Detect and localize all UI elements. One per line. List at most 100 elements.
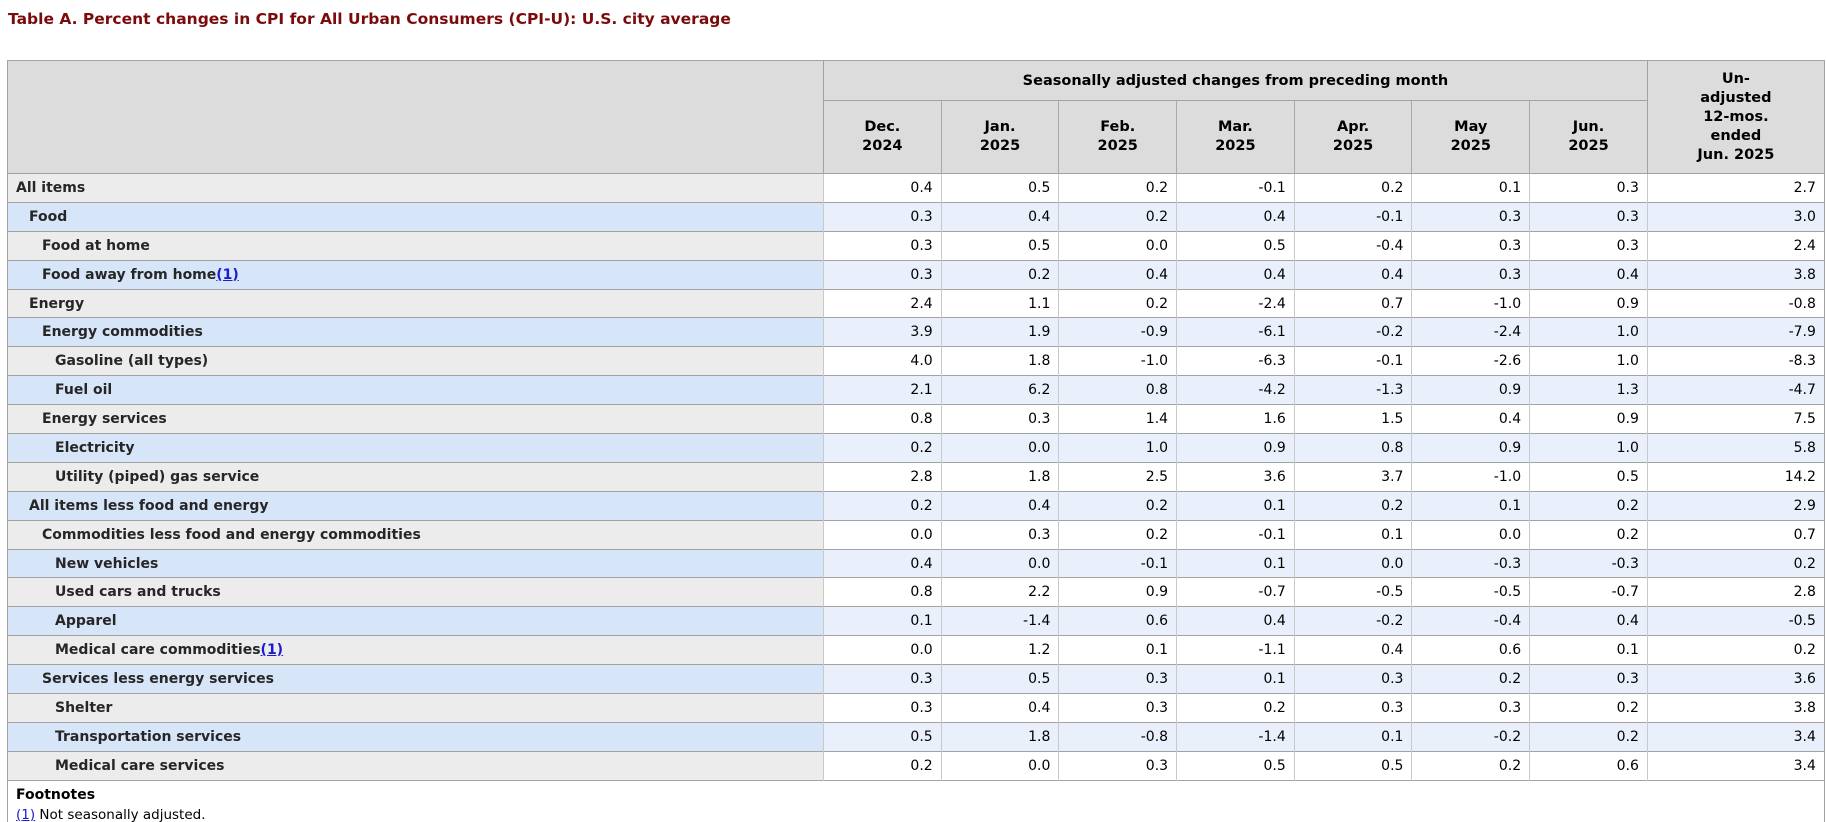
value-cell: -0.7	[1529, 577, 1648, 607]
value-cell: -1.4	[940, 606, 1059, 636]
footnote-item: (1) Not seasonally adjusted.	[16, 807, 1816, 822]
value-cell: 3.4	[1646, 750, 1825, 781]
value-cell: 0.4	[1058, 259, 1177, 290]
value-cell: -1.0	[1411, 288, 1530, 318]
table-row: Energy commodities 3.9 1.9 -0.9 -6.1 -0.2 -2.4…	[7, 317, 1825, 347]
value-cell: 0.1	[1293, 519, 1412, 550]
row-label-text: Apparel	[55, 613, 117, 630]
value-cell: 0.4	[1293, 635, 1412, 665]
value-cell: 0.3	[1293, 664, 1412, 694]
value-cell: -0.2	[1411, 721, 1530, 752]
seasonally-adjusted-group-header: Seasonally adjusted changes from precedi…	[823, 60, 1648, 101]
value-cell: -1.0	[1058, 346, 1177, 376]
value-cell: 3.0	[1646, 201, 1825, 232]
value-cell: 0.2	[1058, 519, 1177, 550]
row-label-text: Used cars and trucks	[55, 584, 221, 601]
value-cell: -0.4	[1293, 230, 1412, 261]
row-label: Services less energy services	[7, 664, 824, 694]
footnote-ref-link[interactable]: (1)	[260, 642, 284, 659]
month-header-jan-2025: Jan. 2025	[940, 100, 1059, 174]
row-label: Electricity	[7, 433, 824, 463]
value-cell: 0.3	[1529, 201, 1648, 232]
row-label-text: Gasoline (all types)	[55, 353, 209, 370]
value-cell: 0.6	[1058, 606, 1177, 636]
row-label: Gasoline (all types)	[7, 346, 824, 376]
row-label-text: Food at home	[42, 237, 150, 254]
value-cell: 0.2	[1293, 490, 1412, 521]
value-cell: 0.0	[1293, 548, 1412, 578]
value-cell: 0.8	[823, 404, 942, 434]
row-label-text: Transportation services	[55, 728, 242, 745]
row-label: Food at home	[7, 230, 824, 261]
value-cell: -0.2	[1293, 606, 1412, 636]
value-cell: 0.3	[1529, 173, 1648, 203]
value-cell: -0.5	[1646, 606, 1825, 636]
value-cell: 0.3	[940, 404, 1059, 434]
footnote-number-link[interactable]: (1)	[16, 806, 36, 822]
value-cell: 0.5	[1529, 461, 1648, 492]
value-cell: 0.2	[1646, 635, 1825, 665]
value-cell: 3.9	[823, 317, 942, 347]
value-cell: 3.8	[1646, 259, 1825, 290]
value-cell: 1.2	[940, 635, 1059, 665]
page-title: Table A. Percent changes in CPI for All …	[8, 10, 731, 28]
value-cell: 0.2	[823, 490, 942, 521]
value-cell: 2.8	[823, 461, 942, 492]
value-cell: 0.2	[1411, 750, 1530, 781]
value-cell: 1.1	[940, 288, 1059, 318]
table-row: Services less energy services 0.3 0.5 0.3 0.…	[7, 664, 1825, 694]
footnote-ref-link[interactable]: (1)	[216, 266, 239, 283]
value-cell: 0.6	[1529, 750, 1648, 781]
value-cell: 0.4	[940, 693, 1059, 723]
value-cell: 0.4	[940, 201, 1059, 232]
value-cell: 0.2	[823, 433, 942, 463]
row-label: All items	[7, 173, 824, 203]
value-cell: 0.1	[823, 606, 942, 636]
table-row: Medical care services 0.2 0.0 0.3 0.5 0.5 0.2 0…	[7, 750, 1825, 781]
value-cell: 0.1	[1293, 721, 1412, 752]
value-cell: 2.4	[1646, 230, 1825, 261]
value-cell: 0.2	[940, 259, 1059, 290]
value-cell: 1.3	[1529, 375, 1648, 405]
month-header-jun-2025: Jun. 2025	[1529, 100, 1648, 174]
value-cell: 3.7	[1293, 461, 1412, 492]
value-cell: 1.0	[1529, 317, 1648, 347]
value-cell: 1.9	[940, 317, 1059, 347]
value-cell: 0.3	[823, 201, 942, 232]
table-body: All items 0.4 0.5 0.2 -0.1 0.2 0.1 0.3 2.7 Food 0.…	[7, 173, 1825, 781]
row-label: Transportation services	[7, 721, 824, 752]
value-cell: -0.1	[1293, 346, 1412, 376]
value-cell: 0.1	[1058, 635, 1177, 665]
row-label: New vehicles	[7, 548, 824, 578]
value-cell: -1.0	[1411, 461, 1530, 492]
value-cell: 0.4	[940, 490, 1059, 521]
cpi-table: Seasonally adjusted changes from precedi…	[7, 60, 1825, 822]
value-cell: 0.3	[823, 664, 942, 694]
value-cell: -8.3	[1646, 346, 1825, 376]
value-cell: 6.2	[940, 375, 1059, 405]
value-cell: 0.3	[1058, 693, 1177, 723]
value-cell: 0.3	[1058, 664, 1177, 694]
row-label-text: Energy	[29, 295, 85, 312]
row-label-text: Shelter	[55, 699, 113, 716]
value-cell: 0.4	[1529, 259, 1648, 290]
month-header-dec-2024: Dec. 2024	[823, 100, 942, 174]
table-row: Shelter 0.3 0.4 0.3 0.2 0.3 0.3 0.2 3.8	[7, 693, 1825, 723]
value-cell: 0.2	[1058, 490, 1177, 521]
value-cell: 0.2	[823, 750, 942, 781]
value-cell: -0.5	[1411, 577, 1530, 607]
value-cell: 0.6	[1411, 635, 1530, 665]
row-label: Utility (piped) gas service	[7, 461, 824, 492]
table-row: Energy services 0.8 0.3 1.4 1.6 1.5 0.4 0.9 7.5	[7, 404, 1825, 434]
value-cell: 0.0	[1411, 519, 1530, 550]
row-label: Medical care services	[7, 750, 824, 781]
value-cell: 0.3	[823, 259, 942, 290]
value-cell: 0.5	[940, 230, 1059, 261]
row-label-text: Electricity	[55, 439, 135, 456]
value-cell: -2.6	[1411, 346, 1530, 376]
unadjusted-12mo-header: Un- adjusted 12-mos. ended Jun. 2025	[1646, 60, 1825, 174]
value-cell: 1.5	[1293, 404, 1412, 434]
table-row: Energy 2.4 1.1 0.2 -2.4 0.7 -1.0 0.9 -0.8	[7, 288, 1825, 318]
table-row: Commodities less food and energy commodi…	[7, 519, 1825, 550]
table-row: Electricity 0.2 0.0 1.0 0.9 0.8 0.9 1.0 5.8	[7, 433, 1825, 463]
